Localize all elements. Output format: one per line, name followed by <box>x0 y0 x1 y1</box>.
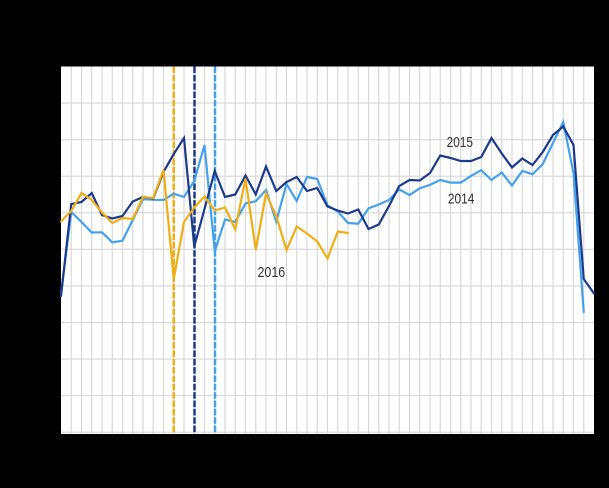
svg-text:2016: 2016 <box>258 264 286 281</box>
svg-text:2015: 2015 <box>447 134 473 151</box>
svg-text:2014: 2014 <box>448 191 474 208</box>
